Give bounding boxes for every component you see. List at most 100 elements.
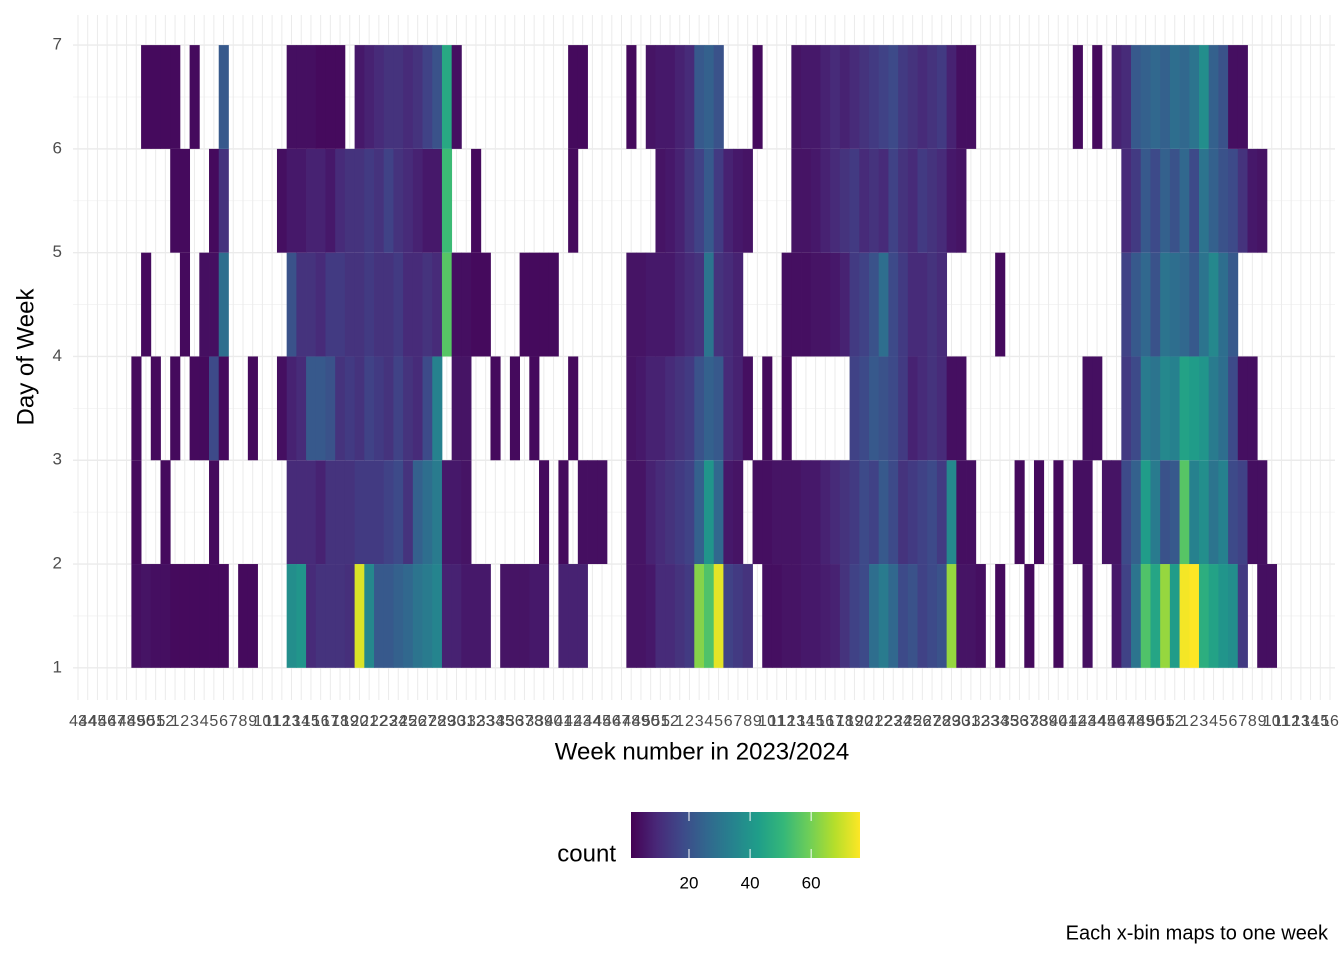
cell [354, 45, 365, 149]
cell [325, 148, 336, 253]
cell [839, 252, 850, 357]
x-tick-label: 52 [661, 713, 679, 730]
cell [907, 148, 918, 253]
x-tick-label: 47 [108, 713, 126, 730]
x-tick-label: 16 [816, 713, 834, 730]
cell [306, 45, 317, 149]
x-tick-label: 12 [273, 713, 291, 730]
cell [859, 564, 870, 668]
cell [364, 460, 375, 565]
cell [577, 45, 588, 149]
x-tick-label: 49 [127, 713, 145, 730]
cell [306, 252, 317, 357]
cell [461, 564, 472, 668]
cell [684, 356, 695, 461]
x-tick-label: 17 [826, 713, 844, 730]
cell [801, 460, 812, 565]
cell [160, 460, 171, 565]
cell [461, 356, 472, 461]
cell [403, 356, 414, 461]
cell [344, 460, 356, 565]
cell [888, 460, 899, 565]
cell [383, 460, 394, 565]
cell [810, 45, 821, 149]
cell [412, 356, 423, 461]
x-tick-label: 8 [239, 713, 248, 730]
cell [655, 252, 666, 357]
cell [422, 252, 433, 357]
cell [1140, 45, 1151, 149]
cell [422, 564, 433, 668]
cell [315, 356, 326, 461]
cell [849, 252, 860, 357]
cell [927, 45, 938, 149]
cell [587, 460, 598, 565]
cell [1218, 252, 1229, 357]
x-tick-label: 43 [574, 713, 592, 730]
cell [810, 460, 821, 565]
cell [1150, 356, 1161, 461]
cell [577, 460, 588, 565]
cell [898, 564, 909, 668]
x-tick-label: 13 [787, 713, 805, 730]
cell [1053, 460, 1064, 565]
cell [801, 252, 812, 357]
cell [936, 460, 948, 565]
cell [364, 564, 375, 668]
cell [733, 356, 744, 461]
cell [1247, 460, 1258, 565]
cell [849, 45, 860, 149]
x-tick-label: 42 [564, 713, 582, 730]
cell [1082, 460, 1093, 565]
x-tick-label: 17 [321, 713, 339, 730]
cell [422, 356, 433, 461]
cell [296, 356, 307, 461]
cell [286, 564, 297, 668]
cell [684, 148, 695, 253]
cell [917, 460, 928, 565]
cell [645, 356, 656, 461]
x-axis-title: Week number in 2023/2024 [555, 738, 849, 765]
cell [325, 564, 336, 668]
cell [218, 564, 229, 668]
cell [1237, 356, 1248, 461]
cell [723, 564, 734, 668]
cell [1218, 148, 1229, 253]
x-tick-label: 5 [1219, 713, 1228, 730]
cell [1111, 45, 1122, 149]
cell [684, 460, 695, 565]
cell [1179, 252, 1190, 357]
cell [374, 252, 385, 357]
cell [577, 564, 588, 668]
cell [403, 460, 414, 565]
cell [830, 45, 841, 149]
cell [1228, 148, 1239, 253]
x-tick-label: 23 [380, 713, 398, 730]
cell [170, 564, 181, 668]
cell [568, 564, 579, 668]
cell [1131, 252, 1142, 357]
x-tick-label: 15 [302, 713, 320, 730]
y-tick-label: 5 [53, 242, 62, 261]
caption: Each x-bin maps to one week [1066, 922, 1329, 944]
x-tick-label: 41 [554, 713, 572, 730]
cell [150, 356, 161, 461]
cell [1247, 356, 1258, 461]
y-tick-label: 4 [53, 346, 62, 365]
cell [907, 460, 918, 565]
x-tick-label: 35 [1001, 713, 1019, 730]
cell [529, 356, 540, 461]
x-tick-label: 26 [409, 713, 427, 730]
x-tick-label: 8 [1248, 713, 1257, 730]
cell [529, 564, 540, 668]
cell [684, 45, 695, 149]
cell [568, 356, 579, 461]
cell [568, 148, 579, 253]
x-tick-label: 21 [360, 713, 378, 730]
cell [315, 564, 326, 668]
cell [723, 460, 734, 565]
cell [441, 460, 453, 565]
cell [1131, 460, 1142, 565]
cell [1092, 356, 1103, 461]
